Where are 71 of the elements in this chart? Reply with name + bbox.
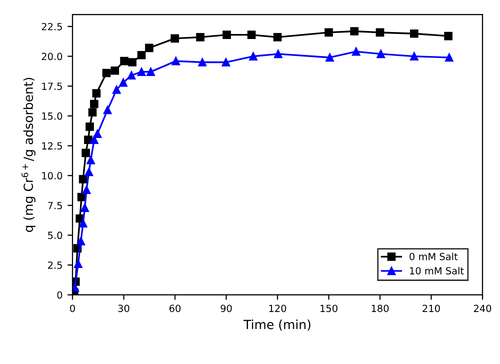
point	[93, 130, 102, 138]
point	[92, 89, 101, 98]
point	[82, 186, 91, 194]
point	[324, 28, 333, 37]
point	[326, 53, 334, 62]
point	[76, 237, 86, 246]
point	[196, 33, 204, 42]
point	[445, 53, 454, 62]
y-tick-label: 12.5	[42, 142, 62, 150]
x-tick-label: 90	[220, 304, 232, 312]
point	[273, 33, 282, 42]
point	[128, 58, 136, 66]
x-tick-label: 210	[422, 304, 440, 312]
point	[146, 68, 155, 76]
legend-label: 0 mM Salt	[410, 252, 458, 260]
point	[112, 86, 121, 94]
point	[82, 148, 90, 158]
y-tick-label: 22.5	[42, 22, 62, 30]
point	[84, 168, 94, 176]
point	[410, 52, 418, 60]
point	[376, 50, 386, 58]
point	[110, 66, 120, 75]
point	[86, 122, 94, 131]
point	[102, 68, 111, 78]
point	[74, 260, 82, 268]
point	[88, 108, 97, 117]
y-tick-label: 7.5	[48, 202, 62, 210]
point	[376, 28, 384, 37]
point	[172, 56, 180, 66]
y-tick-label: 5.0	[48, 232, 62, 240]
point	[249, 52, 258, 60]
point	[127, 71, 136, 80]
x-tick-label: 120	[269, 304, 286, 312]
point	[78, 174, 88, 184]
y-axis-title: q (mg Cr$^{6+}$/g adsorbent)	[22, 78, 36, 232]
point	[247, 30, 256, 40]
point	[137, 68, 146, 76]
y-tick-label: 2.5	[48, 262, 62, 269]
point	[86, 156, 95, 164]
point	[137, 50, 146, 60]
x-tick-label: 0	[70, 304, 75, 312]
y-tick-label: 10.0	[42, 172, 62, 180]
point	[170, 34, 179, 43]
point	[350, 27, 359, 36]
point	[222, 30, 231, 40]
point	[84, 136, 92, 144]
point	[80, 204, 89, 212]
x-tick-label: 60	[169, 304, 181, 312]
point	[410, 29, 418, 38]
point	[103, 106, 112, 114]
point	[119, 78, 128, 87]
x-axis-title: Time (min)	[244, 320, 310, 331]
point	[120, 56, 128, 66]
x-tick-label: 150	[320, 304, 338, 312]
x-tick-label: 240	[474, 304, 492, 312]
point	[198, 58, 206, 66]
y-tick-label: 17.5	[42, 82, 62, 90]
point	[78, 219, 88, 228]
point	[274, 50, 282, 58]
point	[352, 47, 360, 56]
legend-label: 10 mM Salt	[410, 266, 464, 274]
x-tick-label: 30	[118, 304, 130, 312]
y-tick-label: 0	[57, 291, 62, 299]
point	[90, 100, 98, 108]
point	[145, 44, 154, 52]
point	[222, 58, 230, 66]
y-tick-label: 20.0	[42, 52, 62, 60]
point	[444, 32, 452, 40]
x-tick-label: 180	[372, 304, 389, 312]
point	[90, 136, 98, 144]
y-tick-label: 15.0	[42, 112, 62, 120]
